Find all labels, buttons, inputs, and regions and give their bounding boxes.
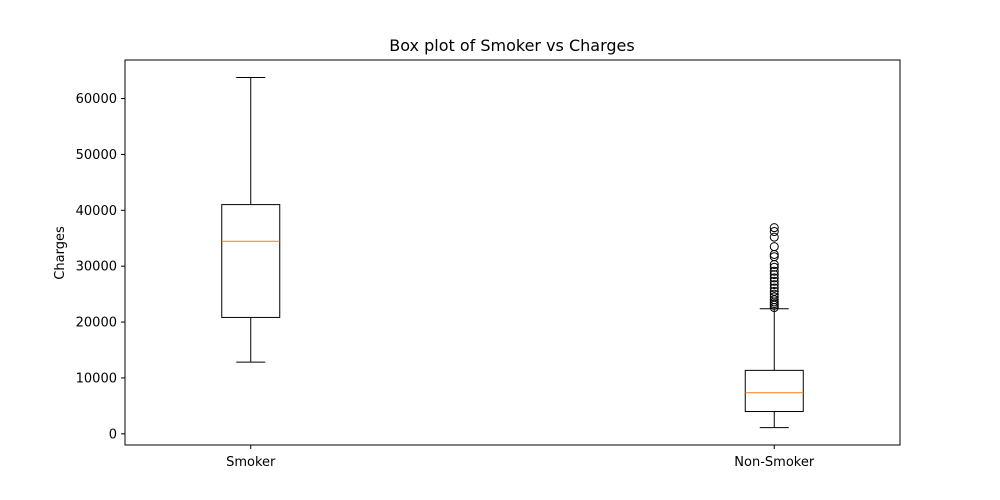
x-tick-label: Smoker bbox=[226, 455, 276, 470]
y-tick-label: 10000 bbox=[76, 371, 117, 386]
outlier-point bbox=[769, 280, 779, 290]
y-tick-label: 50000 bbox=[76, 148, 117, 163]
box-group-non-smoker: Non-Smoker bbox=[734, 223, 815, 470]
outlier-point bbox=[769, 273, 779, 283]
outlier-point bbox=[769, 266, 779, 276]
outlier-point bbox=[769, 286, 779, 296]
chart-title: Box plot of Smoker vs Charges bbox=[389, 36, 634, 55]
outlier-point bbox=[769, 292, 779, 302]
outlier-point bbox=[769, 252, 779, 262]
y-tick-label: 30000 bbox=[76, 260, 117, 275]
y-tick-label: 60000 bbox=[76, 92, 117, 107]
y-tick-label: 20000 bbox=[76, 316, 117, 331]
y-tick-label: 40000 bbox=[76, 204, 117, 219]
iqr-box bbox=[221, 204, 281, 318]
outlier-point bbox=[769, 227, 779, 237]
iqr-box bbox=[744, 369, 804, 413]
outlier-point bbox=[769, 283, 779, 293]
outlier-point bbox=[769, 289, 779, 299]
outlier-point bbox=[769, 223, 779, 233]
axes-frame bbox=[124, 59, 901, 446]
x-tick-label: Non-Smoker bbox=[734, 455, 815, 470]
y-axis-label: Charges bbox=[53, 226, 68, 280]
outlier-point bbox=[769, 270, 779, 280]
plot-area: 0 10000 20000 30000 40000 50000 60000 Smoker Non… bbox=[76, 76, 815, 470]
box-group-smoker: Smoker bbox=[221, 76, 281, 470]
y-tick-label: 0 bbox=[109, 427, 117, 442]
outlier-point bbox=[769, 276, 779, 286]
outlier-point bbox=[769, 262, 779, 272]
outlier-point bbox=[769, 242, 779, 252]
outlier-point bbox=[769, 232, 779, 242]
